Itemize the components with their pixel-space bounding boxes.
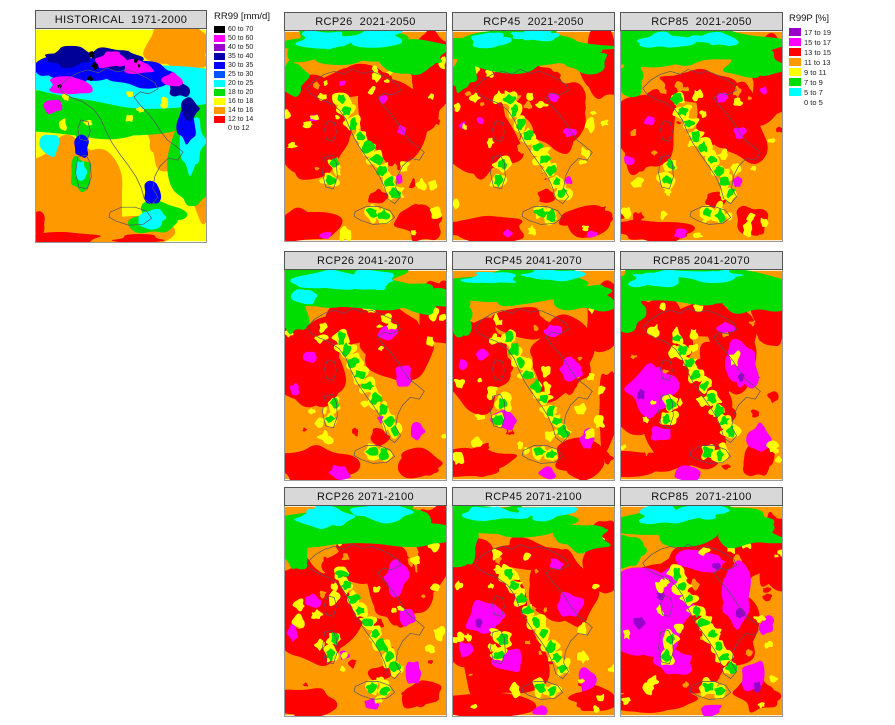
legend-swatch	[789, 78, 801, 86]
panel-rcp45-2021-2050: RCP45 2021-2050	[452, 12, 615, 242]
legend-label: 30 to 35	[228, 62, 254, 69]
legend-swatch	[789, 98, 801, 106]
legend-r99p: R99P [%] 17 to 19 15 to 17 13 to 15 11 to 1…	[789, 13, 831, 107]
legend-label: 17 to 19	[804, 27, 832, 37]
legend-label: 12 to 14	[228, 116, 254, 123]
legend-label: 0 to 12	[228, 125, 250, 132]
legend-swatch	[214, 88, 225, 97]
panel-title: RCP26 2021-2050	[284, 12, 447, 31]
legend-entry: 20 to 25	[214, 79, 270, 88]
legend-swatch	[214, 106, 225, 115]
legend-entry: 12 to 14	[214, 115, 270, 124]
legend-entry: 40 to 50	[214, 43, 270, 52]
legend-swatch	[214, 70, 225, 79]
map-rcp26-2021-2050	[284, 31, 447, 242]
legend-label: 0 to 5	[804, 97, 823, 107]
legend-entry: 0 to 12	[214, 124, 270, 133]
legend-swatch	[214, 52, 225, 61]
legend-label: 5 to 7	[804, 87, 823, 97]
map-rcp26-2071-2100	[284, 506, 447, 717]
legend-swatch	[214, 79, 225, 88]
legend-r99p-rows: 17 to 19 15 to 17 13 to 15 11 to 13 9 to 11 7…	[789, 27, 831, 107]
legend-label: 15 to 17	[804, 37, 832, 47]
legend-label: 20 to 25	[228, 80, 254, 87]
legend-entry: 18 to 20	[214, 88, 270, 97]
legend-entry: 7 to 9	[789, 77, 831, 87]
legend-swatch	[789, 88, 801, 96]
panel-title: RCP45 2021-2050	[452, 12, 615, 31]
panel-title: RCP45 2041-2070	[452, 251, 615, 270]
legend-label: 35 to 40	[228, 53, 254, 60]
legend-label: 11 to 13	[804, 57, 831, 67]
legend-rr99: RR99 [mm/d] 60 to 70 50 to 60 40 to 50 35 t…	[214, 11, 270, 133]
panel-rcp85-2041-2070: RCP85 2041-2070	[620, 251, 783, 481]
legend-entry: 17 to 19	[789, 27, 831, 37]
legend-label: 13 to 15	[804, 47, 832, 57]
panel-historical: HISTORICAL 1971-2000	[35, 10, 207, 243]
legend-entry: 35 to 40	[214, 52, 270, 61]
legend-entry: 13 to 15	[789, 47, 831, 57]
legend-label: 25 to 30	[228, 71, 254, 78]
legend-swatch	[214, 25, 225, 34]
legend-swatch	[214, 124, 225, 133]
map-rcp45-2041-2070	[452, 270, 615, 481]
legend-label: 40 to 50	[228, 44, 254, 51]
legend-entry: 16 to 18	[214, 97, 270, 106]
panel-rcp85-2071-2100: RCP85 2071-2100	[620, 487, 783, 717]
legend-entry: 14 to 16	[214, 106, 270, 115]
legend-rr99-title: RR99 [mm/d]	[214, 11, 270, 22]
legend-swatch	[789, 58, 801, 66]
map-rcp85-2041-2070	[620, 270, 783, 481]
legend-label: 7 to 9	[804, 77, 823, 87]
panel-rcp85-2021-2050: RCP85 2021-2050	[620, 12, 783, 242]
legend-swatch	[214, 115, 225, 124]
panel-title: RCP26 2071-2100	[284, 487, 447, 506]
panel-title: RCP45 2071-2100	[452, 487, 615, 506]
legend-entry: 60 to 70	[214, 25, 270, 34]
legend-label: 14 to 16	[228, 107, 254, 114]
panel-rcp45-2071-2100: RCP45 2071-2100	[452, 487, 615, 717]
map-rcp45-2071-2100	[452, 506, 615, 717]
legend-label: 9 to 11	[804, 67, 827, 77]
panel-title-historical: HISTORICAL 1971-2000	[35, 10, 207, 29]
legend-entry: 30 to 35	[214, 61, 270, 70]
legend-swatch	[789, 38, 801, 46]
legend-swatch	[789, 28, 801, 36]
panel-title: RCP85 2021-2050	[620, 12, 783, 31]
map-rcp45-2021-2050	[452, 31, 615, 242]
panel-title: RCP85 2071-2100	[620, 487, 783, 506]
legend-entry: 11 to 13	[789, 57, 831, 67]
map-rcp26-2041-2070	[284, 270, 447, 481]
legend-swatch	[214, 61, 225, 70]
legend-swatch	[214, 34, 225, 43]
legend-label: 16 to 18	[228, 98, 254, 105]
map-rcp85-2071-2100	[620, 506, 783, 717]
legend-label: 50 to 60	[228, 35, 254, 42]
panel-title: RCP26 2041-2070	[284, 251, 447, 270]
panel-rcp45-2041-2070: RCP45 2041-2070	[452, 251, 615, 481]
legend-rr99-rows: 60 to 70 50 to 60 40 to 50 35 to 40 30 to 35…	[214, 25, 270, 133]
legend-entry: 25 to 30	[214, 70, 270, 79]
legend-swatch	[214, 97, 225, 106]
panel-title: RCP85 2041-2070	[620, 251, 783, 270]
map-rcp85-2021-2050	[620, 31, 783, 242]
legend-swatch	[789, 68, 801, 76]
legend-entry: 5 to 7	[789, 87, 831, 97]
legend-swatch	[789, 48, 801, 56]
legend-entry: 0 to 5	[789, 97, 831, 107]
map-historical	[35, 29, 207, 243]
panel-rcp26-2071-2100: RCP26 2071-2100	[284, 487, 447, 717]
legend-entry: 15 to 17	[789, 37, 831, 47]
legend-entry: 9 to 11	[789, 67, 831, 77]
legend-swatch	[214, 43, 225, 52]
legend-r99p-title: R99P [%]	[789, 13, 829, 24]
legend-label: 18 to 20	[228, 89, 254, 96]
legend-entry: 50 to 60	[214, 34, 270, 43]
panel-rcp26-2041-2070: RCP26 2041-2070	[284, 251, 447, 481]
legend-label: 60 to 70	[228, 26, 254, 33]
panel-rcp26-2021-2050: RCP26 2021-2050	[284, 12, 447, 242]
